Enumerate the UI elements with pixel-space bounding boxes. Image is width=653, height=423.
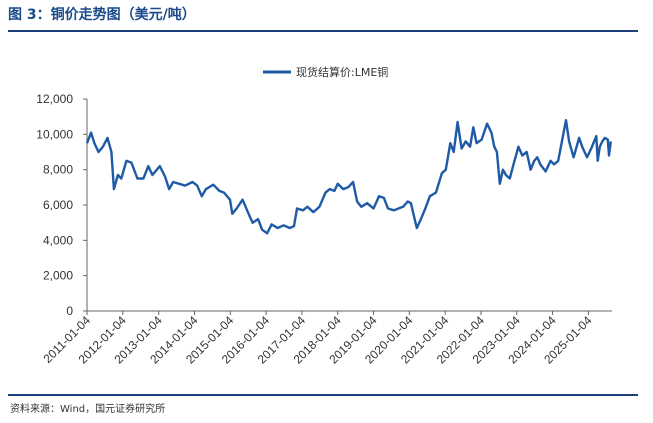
y-tick-label: 8,000 bbox=[43, 163, 73, 177]
y-tick-label: 0 bbox=[66, 304, 73, 318]
legend: 现货结算价:LME铜 bbox=[263, 65, 388, 79]
series-line-lme-copper bbox=[85, 119, 612, 235]
bottom-rule bbox=[8, 394, 638, 396]
y-axis: 0 2,000 4,000 6,000 8,000 10,000 12,000 bbox=[36, 92, 88, 318]
y-tick-label: 4,000 bbox=[43, 233, 73, 247]
y-tick-label: 6,000 bbox=[43, 198, 73, 212]
x-axis: 2011-01-042012-01-042013-01-042014-01-04… bbox=[40, 310, 612, 367]
figure-title: 图 3：铜价走势图（美元/吨） bbox=[8, 7, 196, 23]
source-note: 资料来源：Wind，国元证券研究所 bbox=[10, 404, 166, 415]
y-tick-label: 10,000 bbox=[36, 127, 73, 141]
top-rule bbox=[8, 30, 638, 32]
y-tick-label: 12,000 bbox=[36, 92, 73, 106]
y-tick-label: 2,000 bbox=[43, 269, 73, 283]
legend-label: 现货结算价:LME铜 bbox=[296, 65, 388, 79]
